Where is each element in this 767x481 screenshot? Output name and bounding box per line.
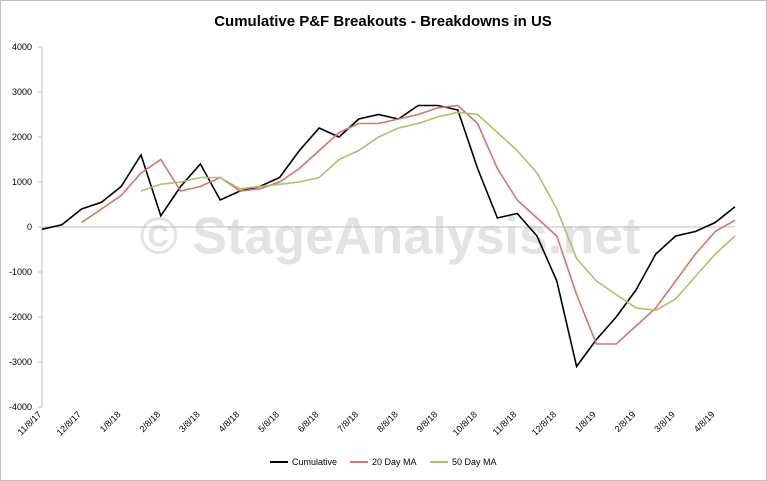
y-tick-label: -3000 <box>9 357 32 367</box>
legend-label: Cumulative <box>292 457 337 467</box>
y-tick-label: 2000 <box>12 132 32 142</box>
y-tick-label: 3000 <box>12 87 32 97</box>
legend-label: 20 Day MA <box>372 457 417 467</box>
y-tick-label: -4000 <box>9 402 32 412</box>
y-tick-label: -2000 <box>9 312 32 322</box>
series-line <box>41 104 736 369</box>
series-line <box>140 111 736 312</box>
y-tick-label: 4000 <box>12 42 32 52</box>
y-tick-label: -1000 <box>9 267 32 277</box>
chart-title: Cumulative P&F Breakouts - Breakdowns in… <box>214 13 552 30</box>
y-tick-label: 0 <box>27 222 32 232</box>
y-tick-label: 1000 <box>12 177 32 187</box>
legend-label: 50 Day MA <box>452 457 497 467</box>
watermark: © StageAnalysis.net <box>140 208 641 266</box>
series-line <box>81 104 736 345</box>
